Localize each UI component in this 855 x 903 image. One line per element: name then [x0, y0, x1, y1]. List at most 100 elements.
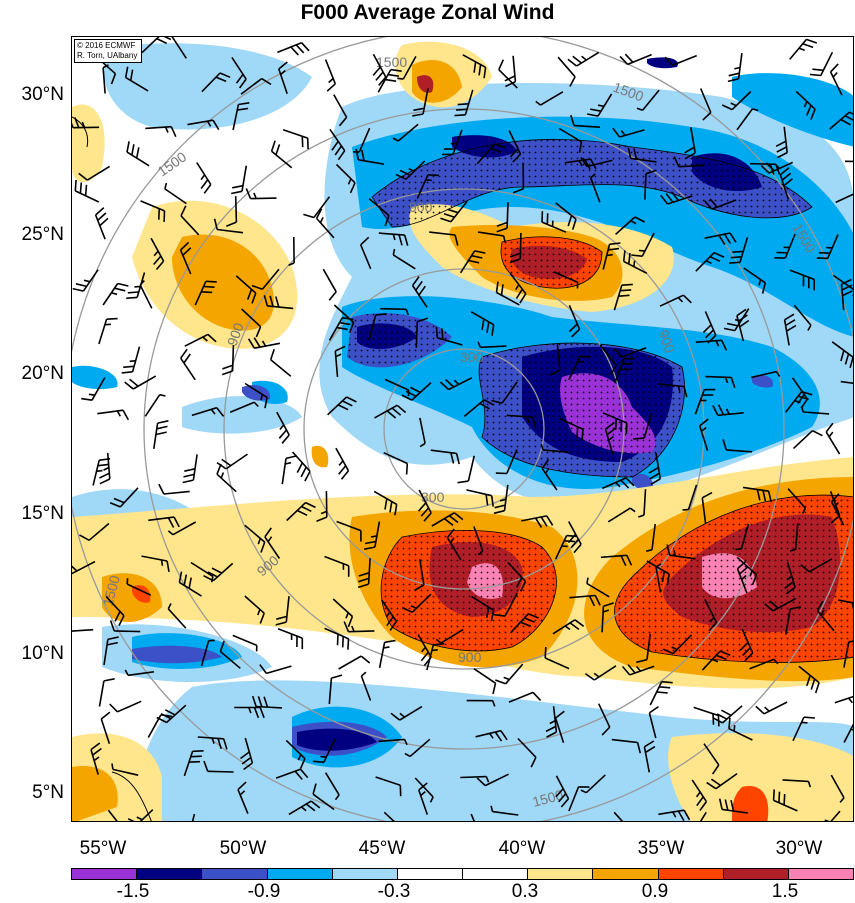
wind-barb-flag [342, 471, 349, 479]
map-title: F000 Average Zonal Wind [0, 0, 855, 26]
wind-barb-flag [436, 327, 437, 338]
wind-barb [133, 347, 140, 372]
wind-barb [513, 56, 515, 82]
wind-barb-flag [620, 290, 631, 291]
coastline [72, 117, 152, 822]
wind-barb-flag [201, 292, 212, 293]
wind-barb-flag [291, 47, 299, 55]
wind-barb-flag [320, 217, 323, 222]
wind-barb-flag [272, 141, 276, 151]
lon-label-45w: 45°W [342, 838, 422, 860]
wind-barb [416, 322, 417, 348]
wind-barb-flag [428, 175, 439, 176]
colorbar-segment [528, 869, 593, 879]
wind-barb-flag [115, 288, 126, 291]
wind-barb-flag [634, 261, 635, 267]
wind-barb-flag [819, 253, 830, 254]
wind-barb [117, 701, 141, 712]
wind-barb-flag [327, 84, 335, 91]
wind-barb [242, 166, 246, 192]
lat-label-30n: 30°N [0, 84, 64, 106]
colorbar-segment [398, 869, 463, 879]
wind-barb-flag [254, 193, 256, 199]
wind-barb-flag [385, 641, 396, 643]
lat-label-20n: 20°N [0, 363, 64, 385]
wind-barb-flag [765, 707, 770, 711]
wind-barb [226, 454, 247, 469]
wind-barb [72, 630, 93, 632]
wind-barb-flag [296, 45, 304, 53]
wind-barb-flag [204, 287, 215, 288]
wind-barb-flag [620, 56, 628, 64]
wind-barb [233, 345, 234, 371]
ring-label: 1500 [155, 148, 190, 179]
lat-label-25n: 25°N [0, 224, 64, 246]
wind-barb-flag [376, 72, 383, 80]
wind-barb-flag [343, 637, 344, 648]
wind-barb [75, 191, 99, 202]
wind-barb-flag [303, 214, 314, 217]
wind-barb-flag [191, 756, 202, 757]
wind-barb-flag [132, 144, 134, 155]
lon-label-55w: 55°W [63, 838, 143, 860]
lat-label-5n: 5°N [0, 782, 64, 804]
wind-barb [133, 376, 156, 389]
wind-barb-flag [193, 751, 204, 752]
wind-barb-flag [659, 687, 670, 688]
wind-barb-flag [100, 218, 108, 225]
wind-barb-flag [127, 141, 129, 152]
wind-barb-flag [385, 80, 396, 82]
wind-barb-flag [329, 79, 333, 83]
wind-barb [705, 377, 731, 378]
wind-barb [100, 681, 104, 707]
wind-barb [694, 707, 719, 715]
wind-barb-flag [98, 213, 106, 220]
wind-barb-flag [831, 64, 839, 72]
wind-barb-flag [756, 706, 764, 713]
wind-barb-flag [729, 262, 740, 263]
wind-barb-flag [577, 427, 578, 438]
wind-barb-flag [493, 683, 496, 694]
wind-barb-flag [184, 354, 190, 363]
lat-label-15n: 15°N [0, 503, 64, 525]
wind-barb-flag [734, 725, 735, 731]
ring-label: 300 [421, 489, 445, 505]
wind-barb-flag [580, 356, 591, 357]
wind-barb-flag [99, 473, 109, 478]
wind-barb [339, 656, 362, 669]
wind-barb-flag [598, 105, 604, 106]
wind-barb-flag [582, 56, 587, 60]
wind-barb-flag [499, 60, 504, 70]
wind-barb [739, 53, 742, 79]
wind-barb [474, 669, 496, 684]
wind-barb-flag [112, 764, 113, 770]
colorbar-segment [268, 869, 333, 879]
wind-barb-flag [813, 431, 823, 436]
wind-barb-flag [183, 480, 194, 482]
wind-barb-flag [128, 292, 139, 293]
wind-barb-flag [305, 471, 310, 481]
wind-barb-flag [122, 372, 133, 373]
wind-barb-flag [156, 432, 167, 434]
wind-barb-flag [329, 292, 336, 301]
wind-barb [278, 629, 302, 638]
wind-barb-flag [713, 714, 714, 725]
wind-barb-flag [204, 185, 211, 194]
wind-barb-flag [564, 541, 575, 542]
wind-barb-flag [123, 366, 134, 367]
wind-barb [282, 458, 286, 484]
wind-barb-flag [495, 680, 505, 684]
wind-barb-flag [735, 549, 741, 550]
wind-barb-flag [587, 578, 588, 584]
wind-barb-flag [662, 682, 673, 683]
wind-barb-flag [812, 69, 823, 70]
wind-barb-flag [397, 78, 403, 79]
wind-barb-flag [217, 463, 226, 469]
lon-label-40w: 40°W [482, 838, 562, 860]
wind-barb [283, 130, 308, 138]
wind-barb-flag [784, 794, 785, 805]
wind-barb-flag [376, 314, 387, 315]
wind-barb-flag [455, 115, 466, 116]
colorbar-segment [137, 869, 202, 879]
wind-barb-flag [111, 293, 117, 294]
